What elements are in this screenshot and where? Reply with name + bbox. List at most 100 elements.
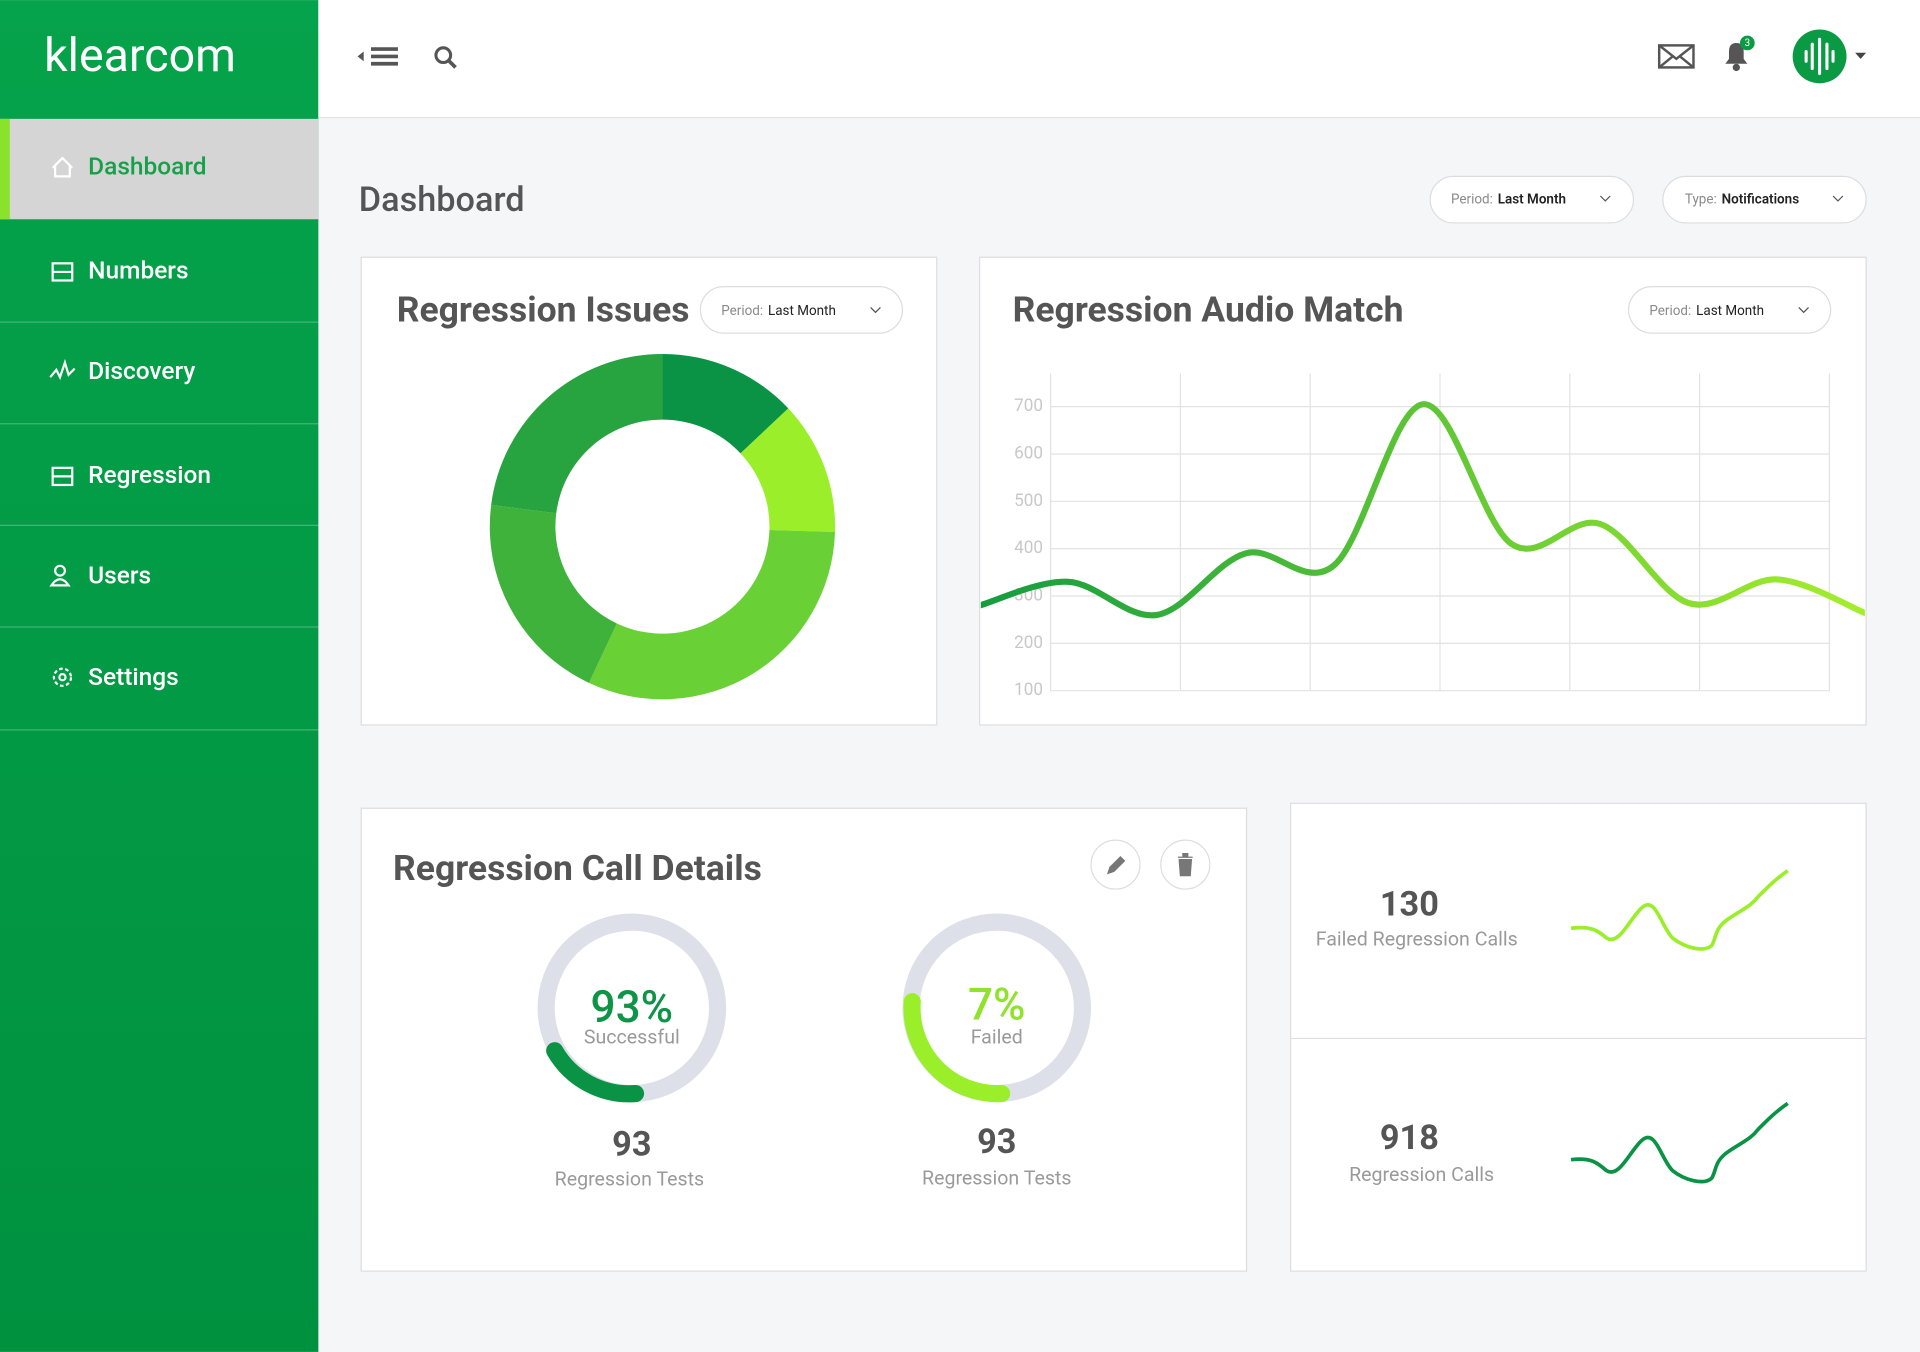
gauge-percent: 93% [591,981,674,1033]
y-tick-label: 100 [1014,680,1043,700]
y-tick-label: 500 [1014,491,1043,511]
page-title: Dashboard [359,180,525,220]
filter-pill [1627,286,1832,334]
menu-lines [371,47,398,66]
trash-icon [1177,852,1193,877]
donut-slice [662,353,789,454]
nav-icon [58,673,67,682]
filter-text: Period: Last Month [721,298,836,321]
pencil-icon [1106,856,1126,875]
y-tick-label: 400 [1014,538,1043,558]
chevron [870,306,881,314]
stat-caption: Regression Tests [555,1168,704,1191]
summary-caption: Regression Calls [1349,1163,1494,1186]
menu-toggle[interactable] [357,47,398,66]
filter-key: Type: [1685,192,1717,207]
donut-slice [489,504,617,683]
y-tick-label: 700 [1014,396,1043,416]
nav: Dashboard Numbers Discovery Regression U… [0,151,319,731]
card-title: Regression Audio Match [1013,289,1404,331]
filter-period[interactable]: Period: Last Month [1429,175,1635,224]
filter-key: Period: [721,304,763,319]
nav-icon [49,358,76,381]
filter-value: Last Month [1696,304,1764,319]
notifications-button[interactable]: 3 [1725,35,1755,72]
search-button[interactable] [434,46,457,69]
gauge-arc [903,993,1011,1103]
filter-key: Period: [1649,304,1691,319]
y-tick-label: 200 [1014,633,1043,653]
chevron [1832,195,1844,202]
nav-item[interactable]: Regression [88,460,211,489]
filter-text: Period: Last Month [1649,298,1764,321]
filter-type[interactable]: Type: Notifications [1662,175,1867,224]
donut-slice [740,408,836,533]
avatar-logo [1804,37,1835,76]
gauge-percent: 7% [968,978,1026,1030]
card-filter[interactable]: Period: Last Month [699,286,904,334]
stat-count: 93 [612,1124,651,1164]
nav-icon [49,578,71,587]
card [360,807,1248,1272]
mail-icon [1658,44,1695,69]
filter-pill [1662,175,1867,224]
stat-count: 93 [977,1122,1016,1162]
nav-active-bg [0,118,319,220]
filter-value: Last Month [1498,192,1566,207]
chevron [1599,195,1611,202]
card-filter[interactable]: Period: Last Month [1627,286,1832,334]
y-tick-label: 600 [1014,443,1043,463]
card [1290,802,1867,1272]
sparkline [1570,1101,1789,1184]
nav-item[interactable]: Settings [88,662,179,691]
donut-chart [489,353,836,700]
card-title: Regression Issues [397,289,690,331]
filter-value: Last Month [768,304,836,319]
sparkline [1570,869,1789,951]
filter-pill [699,286,904,334]
bell-icon [1725,42,1748,64]
nav-icon [54,564,66,577]
mail-button[interactable] [1657,44,1695,69]
avatar-menu[interactable] [1792,29,1867,84]
badge [1740,35,1755,51]
gauge-arc [546,1042,645,1103]
nav-item[interactable]: Dashboard [88,151,206,180]
bell-icon [1732,63,1740,72]
mail-icon [1657,44,1695,69]
filter-pill [1429,175,1635,224]
logo: klearcom [44,29,236,83]
search-icon [434,46,453,65]
caret [1855,52,1867,59]
menu-arrow [357,51,364,62]
card-title: Regression Call Details [393,847,762,889]
summary-count: 918 [1380,1118,1439,1158]
gauge-status: Successful [584,1026,680,1049]
delete-button[interactable] [1160,839,1211,890]
nav-icon [52,667,73,687]
edit-button[interactable] [1090,839,1141,890]
nav-item[interactable]: Users [88,560,151,589]
badge-count: 3 [1745,38,1751,49]
gauge-status: Failed [971,1026,1023,1049]
filter-value: Notifications [1722,192,1800,207]
nav-icon [51,156,74,178]
stat-caption: Regression Tests [922,1166,1071,1189]
card [978,256,1867,726]
donut-slice [588,529,836,700]
donut-slice [491,353,663,514]
nav-item[interactable]: Numbers [88,255,188,284]
nav-active-bar [0,118,10,220]
search-icon [446,58,457,69]
summary-count: 130 [1380,884,1439,924]
filter-text: Period: Last Month [1451,187,1566,210]
summary-caption: Failed Regression Calls [1316,928,1518,951]
line [980,401,1865,619]
filter-key: Period: [1451,192,1493,207]
nav-item[interactable]: Discovery [88,356,195,385]
chevron [1798,306,1810,314]
header [318,0,1920,118]
